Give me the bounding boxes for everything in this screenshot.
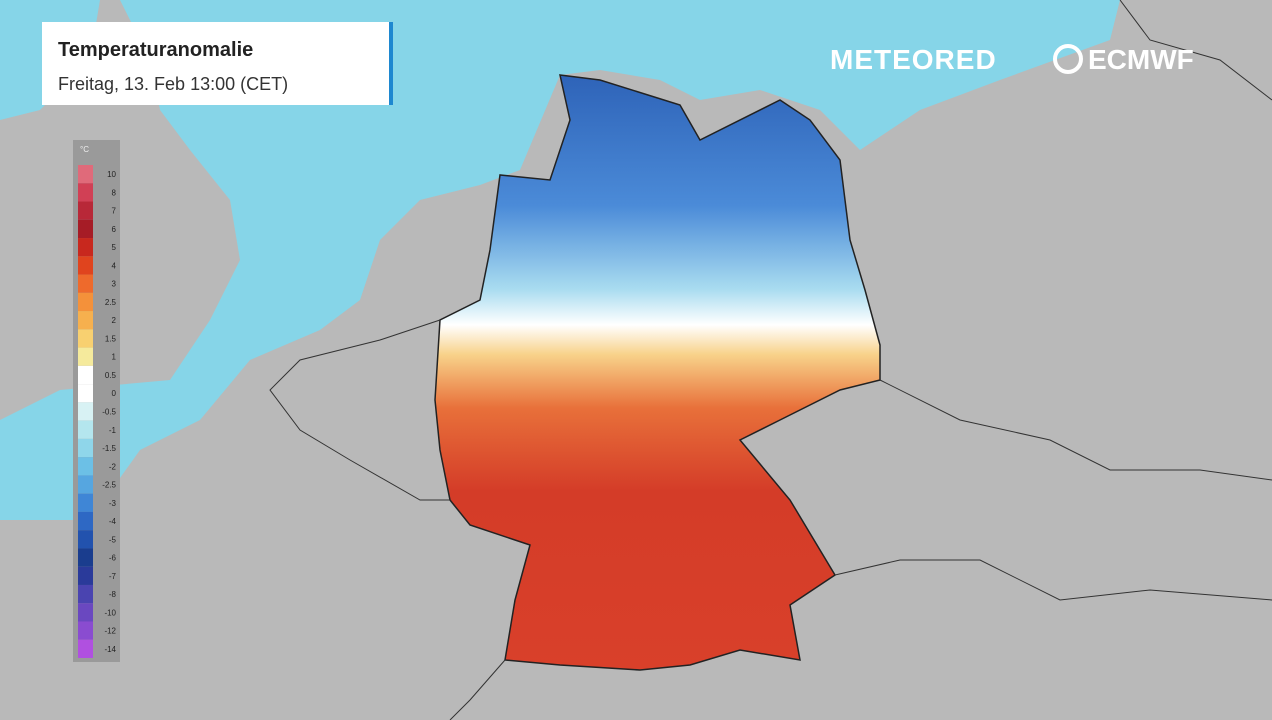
north-sea (0, 0, 560, 520)
legend-swatch (78, 329, 93, 348)
legend-swatch (78, 274, 93, 293)
legend-swatch (78, 603, 93, 622)
subtitle: Freitag, 13. Feb 13:00 (CET) (58, 74, 288, 94)
legend-swatch (78, 511, 93, 531)
legend-label: -6 (109, 554, 117, 563)
legend-label: -0.5 (102, 408, 116, 417)
legend-label: -2.5 (102, 481, 116, 490)
legend-label: 10 (107, 170, 116, 179)
legend-swatch (78, 457, 93, 476)
legend-swatch (78, 347, 93, 366)
legend-swatch (78, 420, 93, 439)
legend-swatch (78, 438, 93, 458)
legend-label: -14 (104, 645, 116, 654)
legend-label: 0.5 (105, 371, 117, 380)
legend-label: -3 (109, 499, 117, 508)
legend-swatch (78, 475, 93, 494)
legend-swatch (78, 292, 93, 312)
legend-swatch (78, 219, 93, 239)
legend-swatch (78, 238, 93, 257)
legend-label: -12 (104, 627, 116, 636)
legend-label: 6 (112, 225, 117, 234)
legend-label: 7 (112, 207, 117, 216)
germany-anomaly (434, 74, 881, 671)
legend-label: 2.5 (105, 298, 117, 307)
legend-swatch (78, 165, 93, 184)
legend-label: -10 (104, 608, 116, 617)
legend-label: -5 (109, 535, 117, 544)
legend-swatch (78, 566, 93, 585)
legend-swatch (78, 201, 93, 220)
legend-swatch (78, 493, 93, 512)
logo: ECMWF (1088, 44, 1194, 75)
legend-swatch (78, 256, 93, 275)
legend-label: 3 (112, 280, 117, 289)
logo-icon (1053, 44, 1083, 74)
legend-swatch (78, 402, 93, 421)
legend-label: 4 (112, 261, 117, 270)
title-box (42, 22, 392, 105)
legend-unit: °C (80, 145, 89, 154)
legend-swatch (78, 384, 93, 403)
legend-label: -4 (109, 517, 117, 526)
legend-swatch (78, 183, 93, 202)
title: Temperaturanomalie (58, 39, 253, 61)
logo: METEORED (830, 44, 997, 75)
legend-label: 8 (112, 188, 117, 197)
legend-label: -1.5 (102, 444, 116, 453)
borders (269, 0, 1272, 720)
legend-swatch (78, 639, 93, 658)
legend-label: 1 (112, 353, 117, 362)
baltic-sea (560, 0, 1120, 150)
legend-swatch (78, 365, 93, 385)
legend-swatch (78, 311, 93, 330)
legend-swatch (78, 548, 93, 567)
legend-label: 5 (112, 243, 117, 252)
title-accent (389, 22, 393, 105)
legend-swatch (78, 584, 93, 604)
legend-label: -8 (109, 590, 117, 599)
legend-label: 1.5 (105, 334, 117, 343)
legend-label: -7 (109, 572, 117, 581)
legend-swatch (78, 530, 93, 549)
legend-label: -1 (109, 426, 117, 435)
legend-label: -2 (109, 462, 117, 471)
legend-swatch (78, 621, 93, 640)
legend-label: 2 (112, 316, 117, 325)
legend: 10 8 7 6 5 4 3 2.5 2 1.5 1 0.5 0 -0.5 -1 -1.5 -2 -2.5 -3 -4… (78, 165, 117, 658)
legend-label: 0 (112, 389, 117, 398)
